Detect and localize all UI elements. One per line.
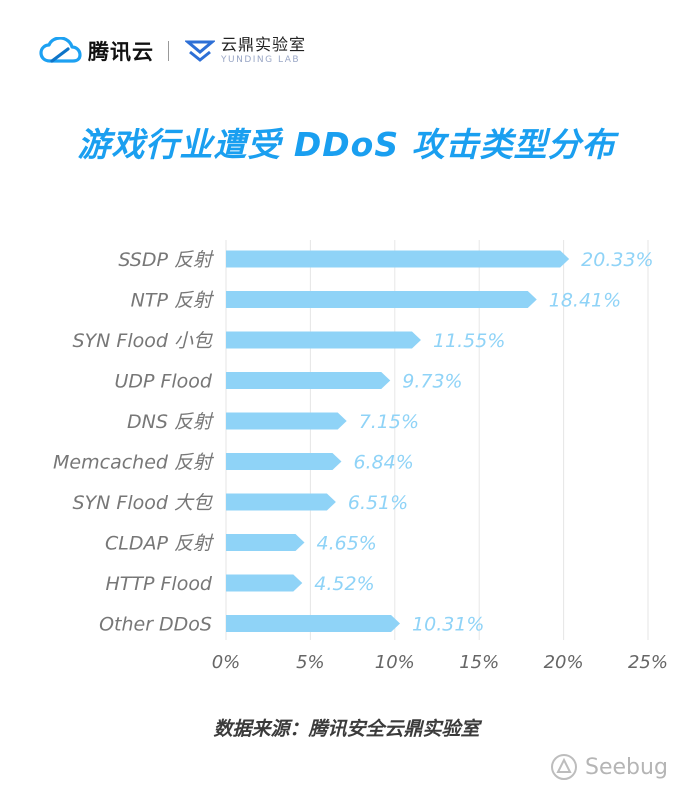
category-label: SYN Flood 小包 xyxy=(73,330,213,352)
bar xyxy=(226,574,303,592)
category-label: SSDP 反射 xyxy=(118,249,215,271)
data-label: 7.15% xyxy=(359,411,419,433)
yunding-logo-icon xyxy=(185,40,215,62)
x-tick-label: 15% xyxy=(459,652,499,673)
category-label: CLDAP 反射 xyxy=(105,533,215,555)
tencent-cloud-brand: 腾讯云 xyxy=(88,40,154,64)
bar xyxy=(226,331,421,349)
yunding-lab-en: YUNDING LAB xyxy=(221,55,301,65)
data-label: 9.73% xyxy=(402,371,462,393)
bar xyxy=(226,250,570,268)
data-label: 11.55% xyxy=(433,330,505,352)
data-label: 20.33% xyxy=(581,249,653,271)
bar xyxy=(226,493,336,511)
data-label: 10.31% xyxy=(412,614,484,636)
seebug-watermark-text: Seebug xyxy=(585,754,668,780)
bar xyxy=(226,453,342,470)
yunding-lab-cn: 云鼎实验室 xyxy=(221,35,307,54)
bar xyxy=(226,534,305,551)
x-tick-label: 0% xyxy=(212,652,241,673)
header-divider xyxy=(168,41,169,61)
bar-chart: 0% 5% 10% 15% 20% 25% SSDP 反射 20.33% NTP 反射 18.41… xyxy=(53,240,668,673)
category-label: HTTP Flood xyxy=(105,573,212,595)
x-tick-label: 20% xyxy=(544,652,584,673)
x-tick-label: 5% xyxy=(296,652,325,673)
category-label: NTP 反射 xyxy=(131,290,215,312)
category-label: Memcached 反射 xyxy=(53,452,215,474)
data-source: 数据来源：腾讯安全云鼎实验室 xyxy=(213,718,480,740)
category-label: SYN Flood 大包 xyxy=(73,492,213,514)
data-label: 18.41% xyxy=(549,290,621,312)
seebug-watermark: Seebug xyxy=(549,752,668,782)
category-label: DNS 反射 xyxy=(127,411,215,433)
category-label: Other DDoS xyxy=(99,614,212,636)
bar xyxy=(226,291,537,308)
cloud-logo-icon xyxy=(39,37,82,63)
data-label: 6.84% xyxy=(353,452,413,474)
data-label: 4.65% xyxy=(316,533,376,555)
data-label: 4.52% xyxy=(314,573,374,595)
x-tick-label: 10% xyxy=(375,652,415,673)
bar xyxy=(226,615,401,632)
bar xyxy=(226,412,347,430)
category-label: UDP Flood xyxy=(114,371,212,393)
yunding-lab-logo: 云鼎实验室 YUNDING LAB xyxy=(185,37,306,65)
data-label: 6.51% xyxy=(348,492,408,514)
tencent-cloud-logo: 腾讯云 xyxy=(38,36,154,66)
bar xyxy=(226,372,391,389)
chart-title: 游戏行业遭受 DDoS 攻击类型分布 xyxy=(77,125,616,164)
header: 腾讯云 云鼎实验室 YUNDING LAB xyxy=(38,36,306,66)
seebug-logo-icon xyxy=(551,754,577,780)
x-tick-label: 25% xyxy=(628,652,668,673)
